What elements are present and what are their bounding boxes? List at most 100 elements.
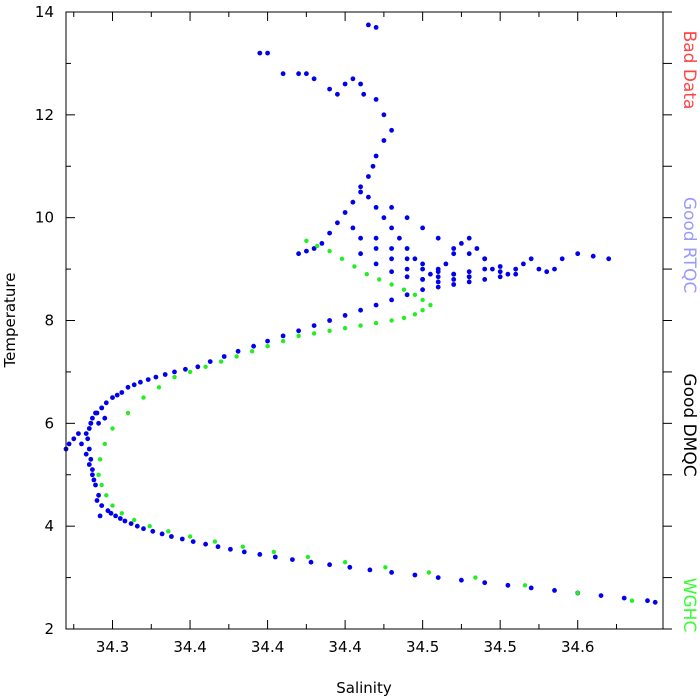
data-point-dmqc (327, 562, 332, 568)
data-point-dmqc (590, 253, 596, 259)
data-point-dmqc (397, 235, 402, 241)
data-point-wghc (212, 539, 218, 544)
data-point-wghc (187, 369, 193, 375)
data-point-dmqc (482, 277, 488, 282)
data-point-dmqc (466, 279, 472, 285)
data-point-dmqc (86, 462, 92, 467)
data-point-dmqc (358, 307, 363, 313)
data-point-dmqc (94, 498, 100, 503)
data-point-wghc (234, 354, 239, 359)
data-point-dmqc (153, 374, 159, 380)
data-point-dmqc (207, 359, 213, 364)
data-point-dmqc (296, 328, 301, 334)
data-point-dmqc (373, 302, 379, 308)
data-point-dmqc (420, 261, 425, 267)
data-point-dmqc (350, 225, 356, 231)
data-point-dmqc (138, 379, 143, 385)
data-point-dmqc (373, 153, 379, 159)
data-point-dmqc (90, 415, 95, 421)
data-point-dmqc (99, 503, 105, 508)
y-tick-label: 8 (44, 312, 54, 330)
data-point-dmqc (435, 235, 441, 241)
data-point-dmqc (451, 251, 457, 257)
data-point-dmqc (311, 76, 317, 82)
data-point-dmqc (327, 230, 332, 236)
data-point-dmqc (319, 241, 325, 246)
x-tick-label: 34.5 (406, 638, 439, 656)
data-point-dmqc (366, 194, 371, 200)
data-point-dmqc (358, 251, 363, 257)
data-point-dmqc (373, 25, 379, 30)
data-point-wghc (342, 560, 348, 565)
data-point-dmqc (96, 492, 101, 498)
data-point-wghc (203, 364, 208, 369)
data-point-wghc (141, 395, 146, 400)
data-point-dmqc (128, 521, 134, 526)
data-point-dmqc (342, 210, 348, 215)
data-point-wghc (358, 323, 363, 328)
y-axis-title: Temperature (1, 272, 19, 368)
data-point-dmqc (513, 271, 519, 277)
data-point-dmqc (83, 451, 89, 457)
data-point-wghc (218, 359, 224, 364)
data-point-wghc (249, 349, 255, 354)
data-point-wghc (342, 326, 348, 331)
data-point-wghc (304, 238, 309, 243)
data-point-wghc (315, 243, 320, 249)
data-point-dmqc (76, 431, 81, 436)
data-point-wghc (187, 534, 193, 539)
data-point-dmqc (311, 323, 317, 328)
legend-label-1: Good RTQC (679, 197, 699, 293)
data-point-wghc (389, 318, 394, 323)
data-point-wghc (389, 282, 394, 287)
data-point-dmqc (389, 127, 394, 133)
data-point-dmqc (435, 575, 441, 580)
data-point-dmqc (404, 215, 410, 221)
data-point-dmqc (190, 539, 196, 544)
data-point-wghc (383, 565, 388, 570)
data-point-dmqc (251, 343, 256, 349)
data-point-dmqc (490, 266, 495, 272)
data-point-dmqc (102, 415, 108, 421)
data-point-wghc (96, 472, 101, 477)
data-point-wghc (426, 570, 432, 575)
data-point-dmqc (404, 292, 410, 298)
data-point-dmqc (373, 261, 379, 267)
data-point-dmqc (97, 513, 103, 519)
data-point-dmqc (113, 513, 118, 519)
data-point-dmqc (350, 199, 356, 205)
data-point-dmqc (235, 348, 241, 354)
data-point-dmqc (272, 554, 278, 560)
data-point-wghc (166, 529, 171, 534)
data-point-dmqc (497, 264, 503, 269)
data-point-dmqc (203, 541, 209, 547)
data-point-dmqc (466, 251, 472, 257)
data-point-dmqc (505, 271, 511, 277)
data-point-dmqc (90, 472, 95, 478)
data-point-dmqc (544, 269, 550, 275)
data-point-dmqc (370, 163, 376, 169)
data-point-dmqc (358, 184, 363, 190)
data-point-dmqc (83, 431, 89, 436)
data-point-dmqc (389, 256, 394, 262)
data-point-dmqc (71, 436, 77, 442)
data-point-wghc (125, 410, 131, 416)
data-point-wghc (110, 426, 115, 431)
data-point-wghc (156, 385, 162, 390)
y-tick-label: 4 (44, 517, 54, 535)
y-tick-label: 12 (35, 106, 54, 124)
data-point-dmqc (559, 256, 565, 262)
data-point-dmqc (66, 441, 72, 447)
data-point-wghc (240, 544, 245, 549)
data-point-wghc (352, 264, 357, 269)
data-point-dmqc (459, 241, 464, 246)
data-point-wghc (110, 503, 115, 508)
data-point-dmqc (389, 246, 394, 251)
data-point-dmqc (466, 269, 472, 275)
data-point-wghc (327, 328, 332, 333)
data-point-dmqc (361, 91, 367, 97)
y-tick-label: 14 (35, 3, 54, 21)
data-point-wghc (265, 344, 270, 349)
data-point-wghc (305, 554, 311, 560)
data-point-dmqc (327, 86, 332, 92)
